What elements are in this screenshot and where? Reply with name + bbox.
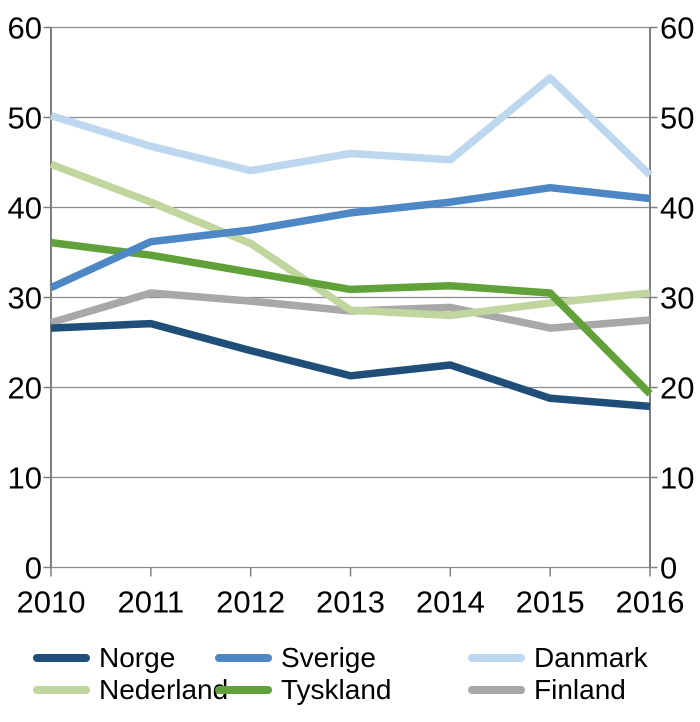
x-axis-label: 2012	[216, 585, 285, 620]
legend-label-tyskland: Tyskland	[281, 674, 392, 705]
y-axis-label-left: 0	[25, 551, 42, 586]
y-axis-label-left: 40	[8, 191, 42, 226]
legend-item-nederland: Nederland	[33, 676, 228, 704]
legend-swatch-tyskland	[215, 686, 272, 694]
series-line-nederland	[49, 160, 651, 320]
series-line-danmark	[49, 74, 653, 178]
y-axis-label-right: 0	[660, 551, 677, 586]
x-axis-label: 2014	[416, 585, 485, 620]
legend-item-norge: Norge	[33, 644, 215, 672]
chart-legend: Norge Sverige Danmark Nederland Tyskland Finl…	[0, 642, 700, 706]
legend-swatch-sverige	[215, 654, 272, 662]
legend-swatch-nederland	[33, 686, 90, 694]
legend-swatch-finland	[468, 686, 525, 694]
y-axis-label-left: 60	[8, 11, 42, 46]
x-axis-label: 2016	[616, 585, 685, 620]
y-axis-label-left: 20	[8, 371, 42, 406]
y-axis-label-right: 20	[660, 371, 694, 406]
x-axis-label: 2011	[117, 585, 184, 620]
legend-label-danmark: Danmark	[534, 642, 648, 673]
legend-label-norge: Norge	[99, 642, 176, 673]
legend-label-nederland: Nederland	[99, 674, 229, 705]
legend-label-finland: Finland	[534, 674, 626, 705]
legend-item-sverige: Sverige	[215, 644, 468, 672]
y-axis-label-right: 30	[660, 281, 694, 316]
series-line-sverige	[49, 183, 651, 292]
line-chart: 0 0 10 10 20 20 30 30 40 40 50 50 60 60 2010 2011 2012 20…	[8, 11, 695, 620]
legend-item-tyskland: Tyskland	[215, 676, 468, 704]
y-axis-label-right: 10	[660, 461, 694, 496]
legend-item-danmark: Danmark	[468, 644, 700, 672]
x-axis-label: 2010	[17, 585, 86, 620]
series-line-tyskland	[50, 238, 653, 397]
legend-item-finland: Finland	[468, 676, 700, 704]
y-axis-label-left: 10	[8, 461, 42, 496]
x-axis-label: 2013	[316, 585, 385, 620]
y-axis-label-right: 40	[660, 191, 694, 226]
y-axis-label-left: 30	[8, 281, 42, 316]
y-axis-label-right: 60	[660, 11, 694, 46]
legend-label-sverige: Sverige	[281, 642, 376, 673]
x-axis-label: 2015	[516, 585, 585, 620]
legend-swatch-danmark	[468, 654, 525, 662]
series-line-norge	[50, 319, 651, 411]
y-axis-label-left: 50	[8, 101, 42, 136]
legend-swatch-norge	[33, 654, 90, 662]
y-axis-label-right: 50	[660, 101, 694, 136]
